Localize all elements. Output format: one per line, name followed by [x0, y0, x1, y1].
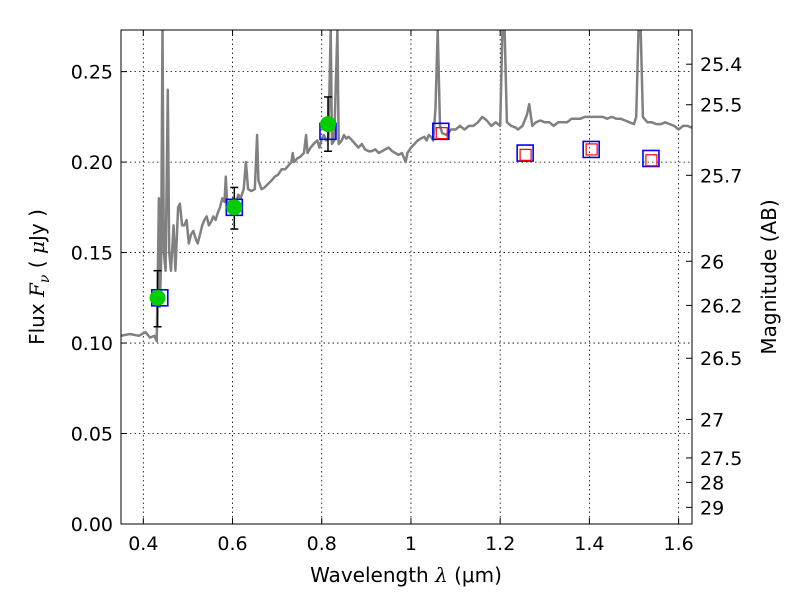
blue-square-marker	[432, 122, 450, 141]
red-square-marker	[519, 148, 532, 161]
spectrum-line	[121, 30, 692, 343]
red-square-marker	[585, 143, 598, 156]
y-tick-label: 0.25	[71, 62, 113, 84]
y2-tick-label: 26	[700, 251, 724, 273]
y-tick-label: 0.05	[71, 424, 113, 446]
y-axis-label: Flux Fν ( μJy )	[25, 209, 53, 345]
x-tick-label: 1.4	[574, 533, 604, 555]
axes-frame	[120, 29, 693, 525]
y2-tick-label: 29	[700, 497, 724, 519]
x-tick-label: 0.8	[307, 533, 337, 555]
x-tick-label: 0.4	[128, 533, 158, 555]
y2-tick-label: 27	[700, 409, 724, 431]
y-tick-label: 0.20	[71, 152, 113, 174]
y2-tick-label: 25.4	[700, 54, 742, 76]
green-point-marker	[149, 289, 166, 306]
y-tick-label: 0.00	[71, 514, 113, 536]
plot-background	[121, 30, 692, 524]
y2-tick-label: 28	[700, 472, 724, 494]
red-square-marker	[435, 127, 448, 140]
x-tick-label: 1.6	[664, 533, 694, 555]
spectrum-series	[121, 30, 692, 343]
y2-tick-label: 27.5	[700, 448, 742, 470]
plot-area	[121, 30, 692, 524]
y2-tick-label: 25.5	[700, 95, 742, 117]
y2-tick-label: 26.2	[700, 295, 742, 317]
red-square-marker	[645, 154, 658, 167]
blue-square-marker	[516, 144, 534, 162]
y2-tick-label: 25.7	[700, 165, 742, 187]
axes-border	[120, 29, 693, 525]
x-axis-label: Wavelength λ (μm)	[310, 563, 502, 587]
green-point-marker	[226, 199, 243, 216]
x-tick-label: 0.6	[217, 533, 247, 555]
y-tick-label: 0.10	[71, 333, 113, 355]
y2-axis-label: Magnitude (AB)	[757, 199, 781, 354]
blue-square-marker	[582, 140, 600, 159]
photometry-markers	[149, 96, 660, 328]
x-tick-label: 1.2	[485, 533, 515, 555]
y-tick-label: 0.15	[71, 243, 113, 265]
axis-ticks: 0.4 0.6 0.8 1 1.2 1.4 1.6 0.00 0.05 0.10 0.15 0.20 0…	[71, 30, 742, 555]
x-tick-label: 1	[405, 533, 417, 555]
green-point-marker	[319, 116, 336, 133]
blue-square-marker	[642, 149, 660, 168]
y2-tick-label: 26.5	[700, 348, 742, 370]
